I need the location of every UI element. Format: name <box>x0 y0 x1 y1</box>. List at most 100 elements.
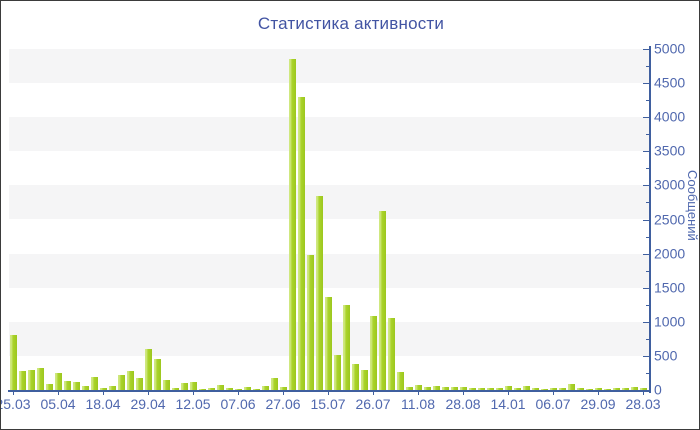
y-minor-tick <box>646 338 650 340</box>
chart-title: Статистика активности <box>257 14 445 33</box>
bar <box>234 388 242 390</box>
bar <box>72 381 80 390</box>
y-major-tick <box>643 219 650 221</box>
y-tick-label: 1500 <box>654 279 686 296</box>
grid-band <box>9 49 649 84</box>
bar <box>207 387 215 390</box>
bar <box>63 381 71 390</box>
grid-band <box>9 185 649 220</box>
y-tick-label: 3500 <box>654 142 686 159</box>
bar <box>585 388 593 390</box>
bar <box>567 384 575 390</box>
bar <box>162 379 170 390</box>
bar <box>639 387 647 390</box>
y-tick-label: 2000 <box>654 245 686 262</box>
bar <box>252 388 260 390</box>
y-tick-label: 4000 <box>654 108 686 125</box>
bar <box>477 387 485 390</box>
bar <box>117 374 125 390</box>
bar <box>378 210 386 390</box>
x-tick <box>238 391 239 395</box>
y-major-tick <box>643 151 650 153</box>
bar <box>387 317 395 390</box>
y-minor-tick <box>646 134 650 136</box>
bar <box>216 385 224 390</box>
bar <box>540 388 548 390</box>
x-tick <box>193 391 194 395</box>
x-tick-label: 15.07 <box>310 396 346 412</box>
bar <box>414 384 422 390</box>
bar <box>522 385 530 390</box>
bar <box>108 385 116 390</box>
x-tick-label: 28.03 <box>625 396 661 412</box>
bar <box>27 370 35 390</box>
y-major-tick <box>643 49 650 50</box>
y-tick-label: 1000 <box>654 313 686 330</box>
bar <box>513 388 521 390</box>
bar <box>144 349 152 390</box>
bar <box>360 369 368 390</box>
bar <box>90 377 98 390</box>
bar <box>279 387 287 390</box>
y-minor-tick <box>646 372 650 374</box>
x-tick <box>418 391 419 395</box>
bar <box>225 387 233 390</box>
bar <box>171 387 179 390</box>
x-tick <box>643 391 644 395</box>
bar <box>243 386 251 390</box>
y-minor-tick <box>646 236 650 238</box>
x-tick-label: 26.07 <box>355 396 391 412</box>
bar <box>81 385 89 390</box>
x-tick-label: 07.06 <box>220 396 256 412</box>
bar <box>261 385 269 390</box>
bar <box>450 386 458 390</box>
y-minor-tick <box>646 168 650 170</box>
bar <box>603 388 611 390</box>
x-tick-label: 14.01 <box>490 396 526 412</box>
bar <box>153 359 161 390</box>
x-tick-label: 18.04 <box>85 396 121 412</box>
x-tick <box>328 391 329 395</box>
bar <box>468 387 476 390</box>
grid-band <box>9 117 649 152</box>
x-tick-label: 25.03 <box>1 396 31 412</box>
bar <box>45 383 53 390</box>
y-axis-title: Сообщений <box>685 170 700 241</box>
y-major-tick <box>643 185 650 187</box>
x-tick <box>103 391 104 395</box>
x-tick <box>148 391 149 395</box>
y-major-tick <box>643 321 650 323</box>
x-tick-label: 11.08 <box>401 396 435 412</box>
bar <box>351 363 359 390</box>
bar <box>369 316 377 390</box>
bar <box>342 304 350 390</box>
x-tick-label: 06.07 <box>535 396 571 412</box>
x-tick <box>553 391 554 395</box>
bar <box>459 386 467 390</box>
bar <box>135 377 143 390</box>
bar <box>558 387 566 390</box>
x-tick <box>508 391 509 395</box>
y-tick-label: 3000 <box>654 177 686 194</box>
x-tick <box>13 391 14 395</box>
bar <box>549 388 557 390</box>
x-tick-label: 12.05 <box>175 396 211 412</box>
y-major-tick <box>643 355 650 357</box>
y-minor-tick <box>646 270 650 272</box>
bar <box>9 335 17 390</box>
x-tick <box>58 391 59 395</box>
bar <box>324 296 332 390</box>
bar <box>270 378 278 390</box>
bar <box>306 254 314 390</box>
y-minor-tick <box>646 202 650 204</box>
bar <box>630 386 638 390</box>
x-tick <box>373 391 374 395</box>
bar <box>18 370 26 390</box>
x-tick <box>598 391 599 395</box>
bar <box>594 388 602 390</box>
bar <box>405 386 413 390</box>
y-tick-label: 500 <box>654 347 678 364</box>
bar <box>99 387 107 390</box>
y-tick-label: 4500 <box>654 74 686 91</box>
